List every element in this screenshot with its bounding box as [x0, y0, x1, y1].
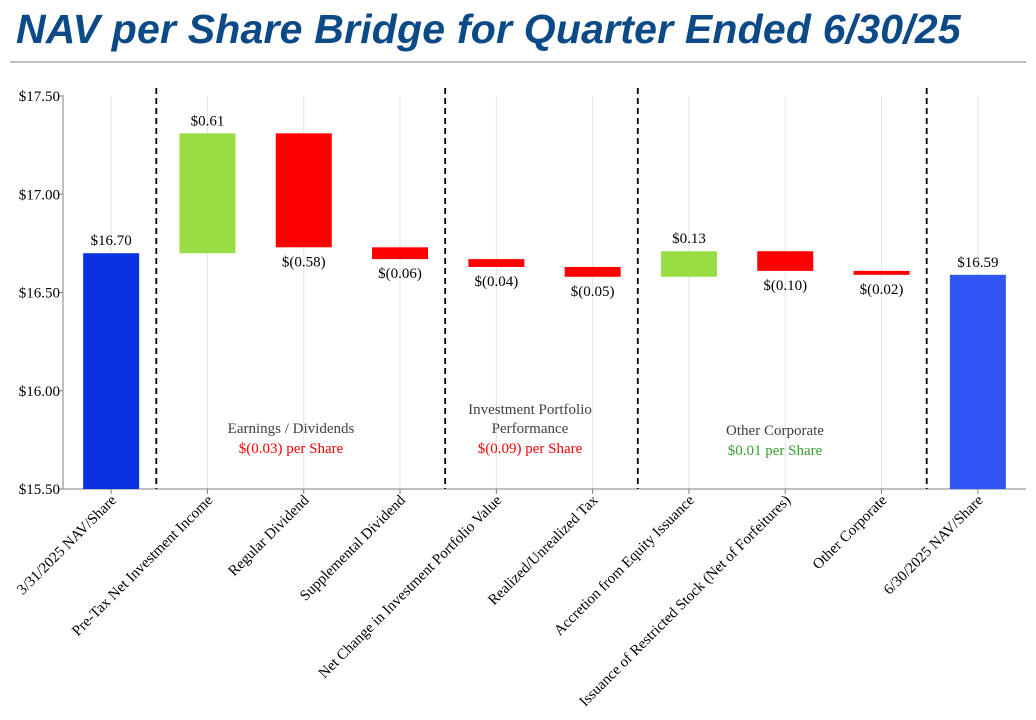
waterfall-bar — [564, 266, 621, 277]
group-name: Earnings / Dividends — [228, 421, 355, 437]
waterfall-bar — [275, 133, 332, 248]
waterfall-bar — [660, 251, 717, 277]
title-divider — [10, 61, 1026, 63]
waterfall-bar — [949, 274, 1006, 489]
data-label: $0.61 — [191, 113, 225, 129]
waterfall-bar — [372, 247, 429, 260]
x-category-label: Realized/Unrealized Tax — [485, 492, 601, 608]
data-label: $(0.10) — [763, 278, 807, 294]
y-tick-label: $16.50 — [19, 286, 60, 302]
x-category-label: Net Change in Investment Portfolio Value — [316, 492, 506, 682]
group-name: Other Corporate — [726, 423, 824, 439]
data-label: $(0.02) — [860, 282, 904, 298]
group-summary: $(0.03) per Share — [239, 441, 344, 457]
data-label: $(0.05) — [571, 284, 615, 300]
data-label: $16.59 — [957, 255, 998, 271]
x-category-label: Other Corporate — [810, 492, 891, 573]
waterfall-bar — [179, 133, 236, 254]
data-label: $0.13 — [672, 231, 706, 247]
group-summary: $(0.09) per Share — [478, 441, 583, 457]
x-category-label: 3/31/2025 NAV/Share — [14, 492, 120, 598]
group-name-line: Performance — [492, 421, 569, 437]
x-category-label: Regular Dividend — [226, 492, 313, 579]
data-label: $(0.04) — [474, 274, 518, 290]
data-label: $(0.58) — [282, 254, 326, 270]
waterfall-bar — [853, 270, 910, 275]
y-tick-label: $16.00 — [19, 384, 60, 400]
group-name: Investment Portfolio Performance — [468, 402, 592, 437]
y-tick-label: $17.50 — [19, 89, 60, 105]
waterfall-bar — [83, 253, 140, 489]
waterfall-bar — [757, 251, 814, 271]
data-label: $16.70 — [91, 233, 132, 249]
x-category-label: 6/30/2025 NAV/Share — [881, 492, 987, 598]
waterfall-bar — [468, 259, 525, 267]
x-category-label: Supplemental Dividend — [297, 492, 409, 604]
data-label: $(0.06) — [378, 266, 422, 282]
group-name-line: Investment Portfolio — [468, 402, 592, 418]
y-tick-label: $15.50 — [19, 482, 60, 498]
y-tick-label: $17.00 — [19, 187, 60, 203]
x-category-label: Issuance of Restricted Stock (Net of For… — [577, 493, 794, 710]
group-summary: $0.01 per Share — [728, 443, 823, 459]
page-title: NAV per Share Bridge for Quarter Ended 6… — [16, 6, 961, 52]
